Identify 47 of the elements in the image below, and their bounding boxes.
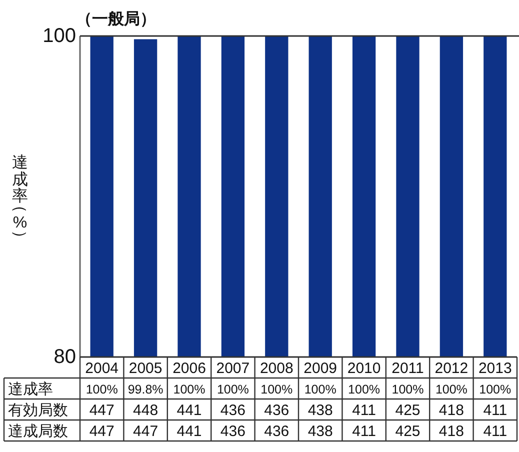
cell: 418 bbox=[438, 423, 464, 440]
row-head: 達成率 bbox=[8, 381, 53, 398]
xtick: 2011 bbox=[392, 360, 424, 377]
cell: 438 bbox=[308, 423, 333, 440]
cell: 447 bbox=[89, 423, 114, 440]
row-head: 達成局数 bbox=[8, 423, 68, 440]
cell: 418 bbox=[438, 402, 464, 419]
cell: 100% bbox=[304, 382, 336, 396]
cell: 100% bbox=[392, 382, 424, 396]
title: （一般局） bbox=[76, 11, 156, 28]
xtick: 2006 bbox=[172, 360, 206, 377]
xtick: 2007 bbox=[216, 360, 250, 377]
xtick: 2008 bbox=[260, 360, 294, 377]
cell: 441 bbox=[176, 402, 202, 419]
ytick: 80 bbox=[54, 346, 76, 368]
cell: 448 bbox=[133, 402, 158, 419]
cell: 100% bbox=[86, 382, 118, 396]
xtick: 2004 bbox=[85, 360, 119, 377]
xtick: 2013 bbox=[478, 360, 512, 377]
cell: 100% bbox=[479, 382, 512, 396]
cell: 100% bbox=[173, 382, 206, 396]
xtick: 2012 bbox=[434, 360, 468, 377]
cell: 436 bbox=[220, 423, 246, 440]
row-head: 有効局数 bbox=[8, 402, 68, 419]
ytick: 100 bbox=[42, 25, 76, 47]
ylabel: 達成率（%） bbox=[11, 154, 28, 246]
cell: 436 bbox=[264, 423, 290, 440]
cell: 100% bbox=[260, 382, 293, 396]
cell: 425 bbox=[395, 402, 420, 419]
cell: 100% bbox=[348, 382, 380, 396]
xtick: 2010 bbox=[347, 360, 381, 377]
cell: 436 bbox=[264, 402, 290, 419]
cell: 436 bbox=[220, 402, 246, 419]
cell: 441 bbox=[176, 423, 202, 440]
cell: 447 bbox=[89, 402, 114, 419]
cell: 411 bbox=[352, 423, 376, 440]
cell: 447 bbox=[133, 423, 158, 440]
cell: 411 bbox=[483, 402, 508, 419]
cell: 100% bbox=[435, 382, 468, 396]
cell: 425 bbox=[395, 423, 420, 440]
xtick: 2005 bbox=[128, 360, 162, 377]
cell: 411 bbox=[483, 423, 508, 440]
xtick: 2009 bbox=[304, 360, 338, 377]
cell: 99.8% bbox=[128, 382, 164, 396]
cell: 411 bbox=[352, 402, 376, 419]
cell: 438 bbox=[308, 402, 333, 419]
cell: 100% bbox=[216, 382, 249, 396]
